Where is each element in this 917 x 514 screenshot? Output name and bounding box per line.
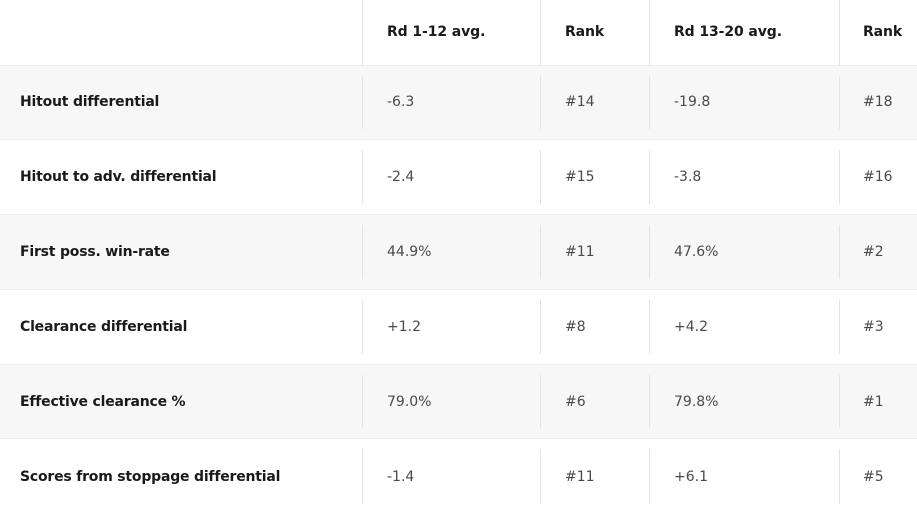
cell-avg2: -19.8	[649, 65, 839, 140]
header-rd-13-20-avg: Rd 13-20 avg.	[649, 0, 839, 65]
header-rank-2: Rank	[839, 0, 917, 65]
table-row: Clearance differential +1.2 #8 +4.2 #3	[0, 289, 917, 365]
table-row: Effective clearance % 79.0% #6 79.8% #1	[0, 364, 917, 439]
metric-label: Scores from stoppage differential	[20, 468, 281, 485]
table-row: Hitout to adv. differential -2.4 #15 -3.…	[0, 139, 917, 215]
table-body: Hitout differential -6.3 #14 -19.8 #18 H…	[0, 65, 917, 514]
cell-avg2: 47.6%	[649, 215, 839, 290]
metric-label: First poss. win-rate	[20, 243, 170, 260]
metric-label: Clearance differential	[20, 318, 188, 335]
cell-avg1: -6.3	[362, 65, 540, 140]
cell-avg2: +6.1	[649, 439, 839, 514]
cell-rank2: #5	[839, 439, 917, 514]
cell-avg1: -1.4	[362, 439, 540, 514]
cell-avg2: 79.8%	[649, 364, 839, 439]
header-row: Rd 1-12 avg. Rank Rd 13-20 avg. Rank	[0, 0, 917, 65]
header-rd-1-12-avg: Rd 1-12 avg.	[362, 0, 540, 65]
cell-rank1: #8	[540, 289, 649, 364]
table-row: First poss. win-rate 44.9% #11 47.6% #2	[0, 214, 917, 290]
cell-avg1: -2.4	[362, 140, 540, 215]
metric-label: Effective clearance %	[20, 393, 186, 410]
cell-avg1: +1.2	[362, 289, 540, 364]
metric-label: Hitout differential	[20, 94, 160, 111]
cell-rank2: #3	[839, 289, 917, 364]
cell-avg2: -3.8	[649, 140, 839, 215]
cell-rank1: #14	[540, 65, 649, 140]
table-row: Scores from stoppage differential -1.4 #…	[0, 438, 917, 514]
cell-rank1: #11	[540, 439, 649, 514]
cell-rank2: #2	[839, 215, 917, 290]
cell-avg1: 79.0%	[362, 364, 540, 439]
cell-rank2: #18	[839, 65, 917, 140]
cell-rank1: #11	[540, 215, 649, 290]
cell-rank1: #15	[540, 140, 649, 215]
cell-rank2: #16	[839, 140, 917, 215]
metric-label: Hitout to adv. differential	[20, 169, 217, 186]
table-row: Hitout differential -6.3 #14 -19.8 #18	[0, 65, 917, 140]
header-metric	[0, 0, 362, 65]
cell-avg2: +4.2	[649, 289, 839, 364]
header-rank-1: Rank	[540, 0, 649, 65]
cell-rank2: #1	[839, 364, 917, 439]
table-header: Rd 1-12 avg. Rank Rd 13-20 avg. Rank	[0, 0, 917, 65]
cell-avg1: 44.9%	[362, 215, 540, 290]
cell-rank1: #6	[540, 364, 649, 439]
